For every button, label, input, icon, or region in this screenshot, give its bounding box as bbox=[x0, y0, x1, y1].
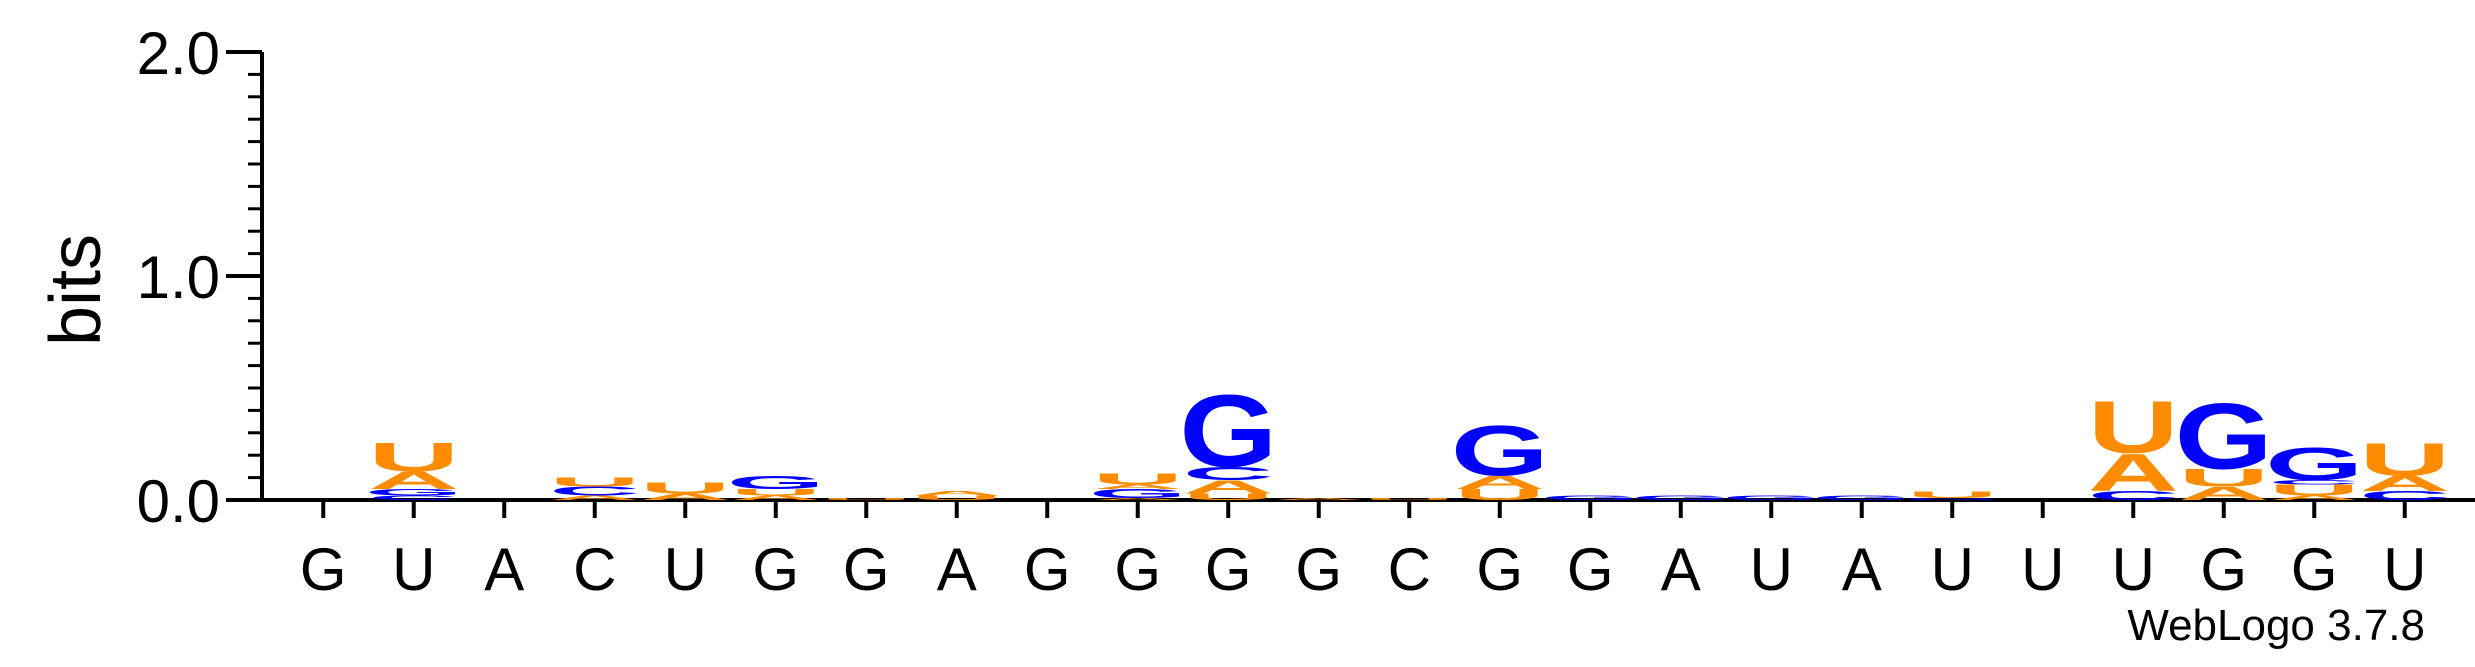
logo-letter-c: C bbox=[368, 494, 459, 501]
logo-letter-u: U bbox=[821, 497, 912, 500]
logo-letter-a: A bbox=[1092, 483, 1183, 490]
logo-letter-c: C bbox=[2359, 489, 2450, 503]
y-axis: 0.0 1.0 2.0 bbox=[137, 20, 2475, 535]
x-tick-label: U bbox=[2383, 536, 2426, 603]
weblogo-credit: WebLogo 3.7.8 bbox=[2127, 601, 2425, 650]
logo-letter-u: U bbox=[1183, 492, 1274, 502]
logo-letter-c: C bbox=[1183, 463, 1274, 484]
x-tick-label: G bbox=[1476, 536, 1523, 603]
x-tick-label: G bbox=[2291, 536, 2338, 603]
logo-letter-u: U bbox=[2088, 385, 2179, 469]
logo-letter-g: G bbox=[1813, 494, 1911, 501]
y-tick-label: 1.0 bbox=[137, 244, 220, 311]
logo-letter-g: G bbox=[1903, 497, 2001, 500]
logo-letter-g: G bbox=[1632, 494, 1730, 501]
x-tick-label: C bbox=[573, 536, 616, 603]
logo-letter-u: U bbox=[2269, 482, 2360, 499]
x-tick-label: G bbox=[752, 536, 799, 603]
logo-letter-u: U bbox=[549, 475, 640, 489]
logo-letter-g: G bbox=[1179, 374, 1277, 488]
x-tick-label: G bbox=[2200, 536, 2247, 603]
logo-letter-u: U bbox=[2359, 434, 2450, 486]
logo-letter-a: A bbox=[549, 494, 640, 501]
logo-letter-u: U bbox=[368, 434, 459, 479]
logo-letter-a: A bbox=[1183, 477, 1274, 498]
logo-letter-u: U bbox=[1907, 489, 1998, 499]
logo-letter-g: G bbox=[1089, 487, 1187, 501]
x-tick-label: G bbox=[1024, 536, 1071, 603]
logo-letter-u: U bbox=[640, 479, 731, 496]
logo-letter-a: A bbox=[2269, 494, 2360, 501]
logo-letter-a: A bbox=[2178, 483, 2269, 504]
logo-letter-a: A bbox=[640, 492, 731, 502]
logo-letter-u: U bbox=[730, 487, 821, 497]
x-tick-label: G bbox=[1114, 536, 1161, 603]
x-tick-label: U bbox=[2112, 536, 2155, 603]
logo-letter-a: A bbox=[2359, 472, 2450, 496]
logo-letter-a: A bbox=[1454, 472, 1545, 493]
logo-letter-u: U bbox=[911, 494, 1002, 501]
logo-letter-c: C bbox=[2269, 479, 2360, 486]
y-tick-label: 0.0 bbox=[137, 468, 220, 535]
logo-letter-g: G bbox=[1541, 494, 1639, 501]
x-tick-label: A bbox=[1842, 536, 1882, 603]
logo-letter-a: A bbox=[730, 494, 821, 501]
logo-letter-g: G bbox=[727, 472, 825, 493]
x-tick-label: A bbox=[484, 536, 524, 603]
logo-letter-a: A bbox=[1092, 497, 1183, 500]
logo-letter-c: C bbox=[549, 484, 640, 498]
logo-letter-a: A bbox=[911, 490, 1002, 497]
x-tick-label: U bbox=[664, 536, 707, 603]
logo-letter-u: U bbox=[1364, 497, 1455, 500]
x-tick-label: U bbox=[392, 536, 435, 603]
x-tick-label: G bbox=[1205, 536, 1252, 603]
x-tick-label: U bbox=[1931, 536, 1974, 603]
y-axis-label: bits bbox=[36, 234, 116, 346]
logo-letter-u: U bbox=[1092, 470, 1183, 487]
x-tick-label: A bbox=[1661, 536, 1701, 603]
logo-letter-g: G bbox=[2265, 438, 2363, 490]
logo-letter-a: A bbox=[1273, 497, 1364, 500]
logo-letter-c: C bbox=[2088, 489, 2179, 503]
logo-letter-u: U bbox=[1454, 486, 1545, 503]
x-tick-label: A bbox=[937, 536, 977, 603]
logo-letter-g: G bbox=[365, 487, 463, 497]
logo-letter-g: G bbox=[2175, 385, 2273, 489]
logo-letter-g: G bbox=[1722, 494, 1820, 501]
logo-letter-g: G bbox=[1451, 410, 1549, 490]
y-tick-label: 2.0 bbox=[137, 20, 220, 87]
x-tick-label: G bbox=[300, 536, 347, 603]
x-tick-label: G bbox=[843, 536, 890, 603]
x-tick-label: G bbox=[1295, 536, 1342, 603]
x-tick-label: U bbox=[2021, 536, 2064, 603]
x-tick-label: G bbox=[1567, 536, 1614, 603]
logo-letter-a: A bbox=[2088, 443, 2179, 502]
logo-letter-a: A bbox=[368, 467, 459, 495]
logo-letter-u: U bbox=[2178, 464, 2269, 492]
x-tick-label: C bbox=[1388, 536, 1431, 603]
x-tick-label: U bbox=[1750, 536, 1793, 603]
